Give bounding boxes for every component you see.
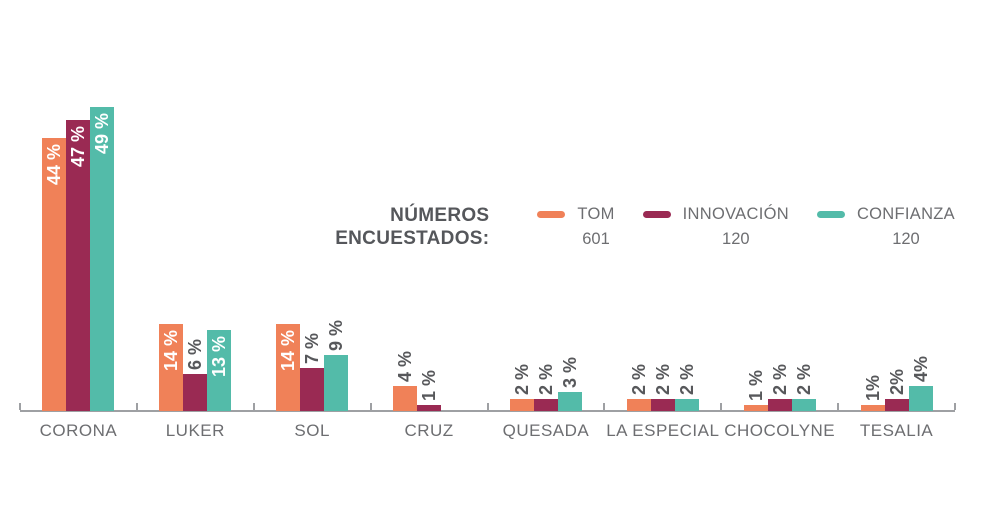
bar-value-tom-quesada: 2 % xyxy=(511,363,532,395)
legend-series-count: 120 xyxy=(722,230,750,248)
category-label-quesada: QUESADA xyxy=(502,421,590,440)
bar-innovacio-n-tesalia: 2% xyxy=(884,369,909,411)
legend-text-column: CONFIANZA 120 xyxy=(857,204,955,249)
bar-tom-luker: 14 % xyxy=(159,324,184,411)
legend-heading: NÚMEROS ENCUESTADOS: xyxy=(335,204,489,250)
bar-value-confianza-luker: 13 % xyxy=(209,336,230,378)
x-axis-tick xyxy=(720,403,723,410)
bar-confianza-quesada: 3 % xyxy=(557,357,582,411)
category-label-tesalia: TESALIA xyxy=(859,421,934,440)
bar-confianza-sol: 9 % xyxy=(324,320,349,411)
x-axis-tick xyxy=(603,403,606,410)
legend-item-innovacio-n: INNOVACIÓN 120 xyxy=(642,204,789,249)
category-label-corona: CORONA xyxy=(39,421,118,440)
legend-series-name: TOM xyxy=(577,205,615,223)
bar-value-confianza-chocolyne: 2 % xyxy=(793,363,814,395)
bar-value-confianza-la-especial: 2 % xyxy=(676,363,697,395)
category-label-luker: LUKER xyxy=(165,421,225,440)
legend-heading-line2: ENCUESTADOS: xyxy=(335,228,490,249)
bar-confianza-la-especial: 2 % xyxy=(674,364,699,411)
legend-text-column: TOM 601 xyxy=(577,204,614,249)
legend-series-count: 120 xyxy=(892,230,920,248)
bar-confianza-tesalia: 4% xyxy=(908,356,933,411)
legend-series-count: 601 xyxy=(582,230,610,248)
bar-value-innovacio-n-cruz: 1 % xyxy=(419,369,440,401)
bar-tom-cruz: 4 % xyxy=(393,351,418,411)
bar-value-tom-chocolyne: 1 % xyxy=(745,369,766,401)
legend-items: TOM 601 INNOVACIÓN 120 CONFIANZA 120 xyxy=(509,204,955,249)
legend-heading-line1: NÚMEROS xyxy=(390,205,490,226)
legend-swatch-tom xyxy=(537,211,566,218)
bar-value-tom-luker: 14 % xyxy=(161,330,182,372)
legend-item-tom: TOM 601 xyxy=(537,204,614,249)
bar-value-tom-cruz: 4 % xyxy=(395,350,416,382)
bar-innovacio-n-la-especial: 2 % xyxy=(650,364,675,411)
legend: NÚMEROS ENCUESTADOS: TOM 601 INNOVACIÓN 120… xyxy=(335,204,955,250)
x-axis-tick xyxy=(369,403,372,410)
legend-swatch-confianza xyxy=(816,211,845,218)
bar-value-tom-corona: 44 % xyxy=(44,144,65,186)
bar-value-innovacio-n-luker: 6 % xyxy=(185,338,206,370)
bar-value-confianza-tesalia: 4% xyxy=(910,355,931,382)
bar-value-confianza-quesada: 3 % xyxy=(559,356,580,388)
bar-value-tom-sol: 14 % xyxy=(278,330,299,372)
legend-text-column: INNOVACIÓN 120 xyxy=(683,204,789,249)
bar-value-tom-la-especial: 2 % xyxy=(628,363,649,395)
bar-innovacio-n-corona: 47 % xyxy=(66,120,91,411)
bar-value-innovacio-n-quesada: 2 % xyxy=(535,363,556,395)
x-axis-tick xyxy=(252,403,255,410)
bar-value-confianza-sol: 9 % xyxy=(326,319,347,351)
bar-tom-la-especial: 2 % xyxy=(626,364,651,411)
legend-series-name: CONFIANZA xyxy=(856,205,955,223)
category-label-sol: SOL xyxy=(294,421,330,440)
category-label-cruz: CRUZ xyxy=(404,421,454,440)
bar-innovacio-n-chocolyne: 2 % xyxy=(767,364,792,411)
legend-item-confianza: CONFIANZA 120 xyxy=(816,204,955,249)
bar-value-confianza-corona: 49 % xyxy=(92,113,113,155)
x-axis-tick xyxy=(837,403,840,410)
legend-swatch-innovacio-n xyxy=(642,211,671,218)
legend-series-name: INNOVACIÓN xyxy=(682,205,789,223)
bar-tom-sol: 14 % xyxy=(276,324,301,411)
bar-tom-tesalia: 1% xyxy=(860,375,885,411)
bar-tom-chocolyne: 1 % xyxy=(743,370,768,411)
x-axis-line xyxy=(20,410,955,412)
bar-tom-corona: 44 % xyxy=(42,138,67,411)
x-axis-tick xyxy=(135,403,138,410)
bar-value-innovacio-n-chocolyne: 2 % xyxy=(769,363,790,395)
bar-confianza-corona: 49 % xyxy=(90,107,115,411)
bar-value-innovacio-n-sol: 7 % xyxy=(302,332,323,364)
x-axis-tick xyxy=(19,403,21,410)
bar-value-innovacio-n-la-especial: 2 % xyxy=(652,363,673,395)
x-axis-tick xyxy=(486,403,489,410)
bar-value-innovacio-n-tesalia: 2% xyxy=(886,368,907,395)
bar-value-innovacio-n-corona: 47 % xyxy=(68,126,89,168)
bar-innovacio-n-quesada: 2 % xyxy=(533,364,558,411)
bar-value-tom-tesalia: 1% xyxy=(862,374,883,401)
bar-innovacio-n-sol: 7 % xyxy=(300,333,325,411)
bar-innovacio-n-luker: 6 % xyxy=(183,339,208,411)
x-axis-tick xyxy=(954,403,956,410)
bar-confianza-chocolyne: 2 % xyxy=(791,364,816,411)
bar-confianza-luker: 13 % xyxy=(207,330,232,411)
category-label-chocolyne: CHOCOLYNE xyxy=(724,421,836,440)
bar-tom-quesada: 2 % xyxy=(509,364,534,411)
category-label-la-especial: LA ESPECIAL xyxy=(606,421,720,440)
bar-innovacio-n-cruz: 1 % xyxy=(417,370,442,411)
